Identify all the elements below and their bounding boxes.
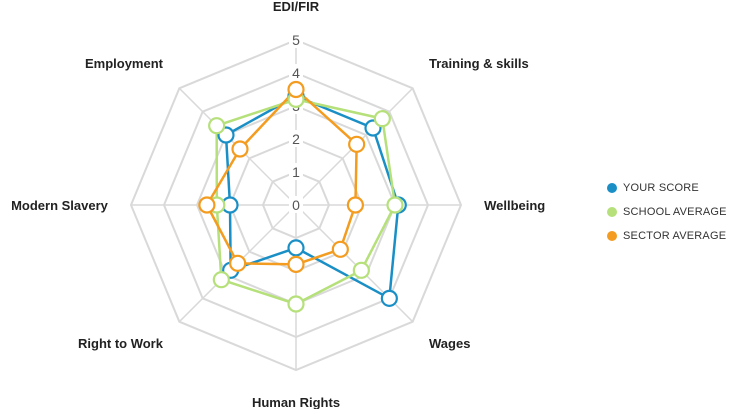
legend-label-school-average: SCHOOL AVERAGE: [623, 206, 727, 218]
axis-label-wellbeing: Wellbeing: [484, 198, 545, 213]
tick-bg-0: [289, 196, 303, 213]
legend: YOUR SCORE SCHOOL AVERAGE SECTOR AVERAGE: [607, 176, 727, 248]
tick-label-2: 2: [292, 131, 300, 147]
axis-label-human-rights: Human Rights: [252, 395, 340, 409]
legend-swatch-your-score: [607, 183, 617, 193]
axis-label-training-skills: Training & skills: [429, 56, 529, 71]
point-sector-average-wages[interactable]: [331, 240, 349, 258]
legend-swatch-sector-average: [607, 231, 617, 241]
point-school-average-employment[interactable]: [208, 117, 226, 135]
point-sector-average-right-to-work[interactable]: [229, 254, 247, 272]
legend-label-your-score: YOUR SCORE: [623, 182, 699, 194]
point-school-average-training-skills[interactable]: [373, 110, 391, 128]
point-your-score-wages[interactable]: [380, 289, 398, 307]
axis-label-edi-fir: EDI/FIR: [273, 0, 320, 14]
tick-label-0: 0: [292, 197, 300, 213]
point-sector-average-employment[interactable]: [231, 140, 249, 158]
point-school-average-human-rights[interactable]: [287, 295, 305, 313]
tick-labels: 012345: [289, 31, 303, 213]
point-sector-average-edi-fir[interactable]: [287, 80, 305, 99]
legend-label-sector-average: SECTOR AVERAGE: [623, 230, 727, 242]
legend-item-sector-average[interactable]: SECTOR AVERAGE: [607, 224, 727, 248]
tick-label-5: 5: [292, 32, 300, 48]
legend-item-your-score[interactable]: YOUR SCORE: [607, 176, 727, 200]
axis-label-modern-slavery: Modern Slavery: [11, 198, 109, 213]
point-sector-average-modern-slavery[interactable]: [198, 196, 216, 214]
series-layer: [198, 80, 407, 313]
point-your-score-human-rights[interactable]: [287, 239, 305, 257]
legend-swatch-school-average: [607, 207, 617, 217]
point-sector-average-human-rights[interactable]: [287, 255, 305, 273]
tick-bg-5: [289, 31, 303, 48]
point-school-average-wages[interactable]: [352, 261, 370, 279]
point-school-average-right-to-work[interactable]: [212, 271, 230, 289]
axis-labels: EDI/FIR Training & skills Wellbeing Wages Hu…: [11, 0, 545, 410]
legend-item-school-average[interactable]: SCHOOL AVERAGE: [607, 200, 727, 224]
point-school-average-wellbeing[interactable]: [386, 196, 404, 214]
axis-label-employment: Employment: [85, 56, 164, 71]
tick-bg-4: [289, 64, 303, 81]
point-sector-average-wellbeing[interactable]: [346, 196, 364, 214]
tick-label-1: 1: [292, 164, 300, 180]
tick-bg-1: [289, 163, 303, 180]
tick-label-4: 4: [292, 65, 300, 81]
axis-label-right-to-work: Right to Work: [78, 336, 164, 351]
tick-bg-2: [289, 130, 303, 147]
point-sector-average-training-skills[interactable]: [348, 135, 366, 153]
axis-label-wages: Wages: [429, 336, 470, 351]
